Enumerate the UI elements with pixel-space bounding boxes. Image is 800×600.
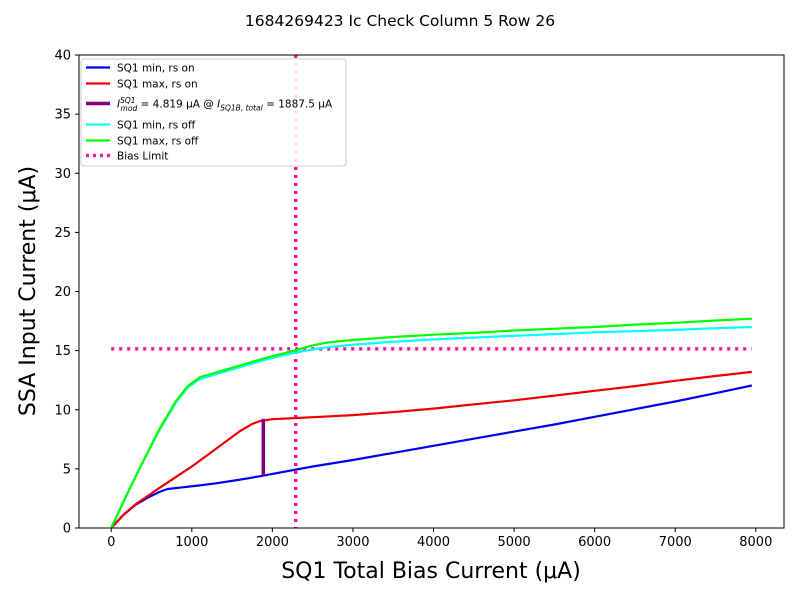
- y-axis-label: SSA Input Current (μA): [16, 166, 41, 416]
- x-tick-label: 2000: [256, 535, 289, 550]
- axes: 0 1000 2000 3000 4000 5000 6000 7000 8000 0 5 10 15 2…: [54, 49, 785, 550]
- legend-label-sq1-min-rs-off: SQ1 min, rs off: [117, 119, 196, 131]
- x-tick-label: 8000: [739, 535, 772, 550]
- x-tick-label: 3000: [336, 535, 369, 550]
- y-tick-label: 20: [54, 285, 71, 300]
- series-line-sq1-max-rs-on: [110, 370, 752, 528]
- y-tick-label: 40: [54, 49, 71, 64]
- x-tick-label: 0: [107, 535, 115, 550]
- y-tick-label: 0: [63, 522, 71, 537]
- y-tick-label: 10: [54, 403, 71, 418]
- series-line-sq1-min-rs-on: [110, 384, 753, 528]
- series-layer: [110, 55, 753, 528]
- x-tick-label: 1000: [175, 535, 208, 550]
- legend-label-sq1-max-rs-on: SQ1 max, rs on: [117, 78, 198, 90]
- x-tick-label: 7000: [659, 535, 692, 550]
- x-tick-label: 4000: [417, 535, 450, 550]
- y-tick-label: 30: [54, 167, 71, 182]
- y-tick-label: 25: [54, 226, 71, 241]
- x-tick-label: 5000: [498, 535, 531, 550]
- legend-label-sq1-max-rs-off: SQ1 max, rs off: [117, 135, 199, 147]
- series-line-sq1-max-rs-off: [110, 317, 752, 528]
- series-line-sq1-min-rs-off: [110, 325, 752, 528]
- y-tick-label: 15: [54, 344, 71, 359]
- chart-title: 1684269423 Ic Check Column 5 Row 26: [245, 12, 555, 30]
- legend-label-bias-limit: Bias Limit: [117, 150, 168, 162]
- legend: SQ1 min, rs on SQ1 max, rs on ISQ1 mod = 4.…: [80, 58, 347, 167]
- x-tick-label: 6000: [578, 535, 611, 550]
- legend-label-sq1-min-rs-on: SQ1 min, rs on: [117, 62, 195, 74]
- y-tick-label: 5: [63, 462, 71, 477]
- legend-label-imod: ISQ1 mod = 4.819 μA @ ISQ1B, total = 1887…: [117, 96, 333, 113]
- legend-box: [80, 58, 347, 167]
- y-tick-label: 35: [54, 108, 71, 123]
- x-axis-label: SQ1 Total Bias Current (μA): [281, 559, 581, 584]
